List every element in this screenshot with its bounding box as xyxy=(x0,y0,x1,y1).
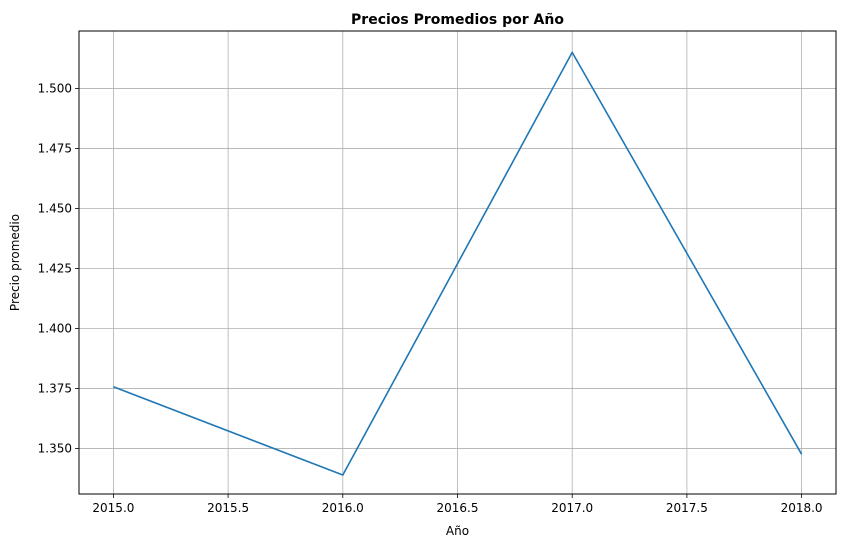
x-axis: 2015.0 2015.5 2016.0 2016.5 2017.0 2017.5 2018… xyxy=(92,494,823,515)
x-tick-label: 2015.0 xyxy=(92,501,134,515)
y-tick-label: 1.500 xyxy=(38,82,72,96)
y-axis: 1.350 1.375 1.400 1.425 1.450 1.475 1.500 xyxy=(38,82,79,455)
x-tick-label: 2016.0 xyxy=(322,501,364,515)
y-tick-label: 1.475 xyxy=(38,142,72,156)
grid xyxy=(79,31,836,494)
x-tick-label: 2016.5 xyxy=(437,501,479,515)
series-line xyxy=(113,51,803,476)
y-tick-label: 1.350 xyxy=(38,441,72,455)
y-tick-label: 1.425 xyxy=(38,261,72,275)
y-tick-label: 1.400 xyxy=(38,321,72,335)
x-tick-label: 2015.5 xyxy=(207,501,249,515)
x-tick-label: 2017.0 xyxy=(551,501,593,515)
y-tick-label: 1.375 xyxy=(38,381,72,395)
y-tick-label: 1.450 xyxy=(38,202,72,216)
series-layer xyxy=(113,51,803,476)
x-tick-label: 2018.0 xyxy=(781,501,823,515)
x-axis-label: Año xyxy=(446,524,469,538)
chart-title: Precios Promedios por Año xyxy=(351,12,564,28)
y-axis-label: Precio promedio xyxy=(8,214,22,311)
x-tick-label: 2017.5 xyxy=(666,501,708,515)
